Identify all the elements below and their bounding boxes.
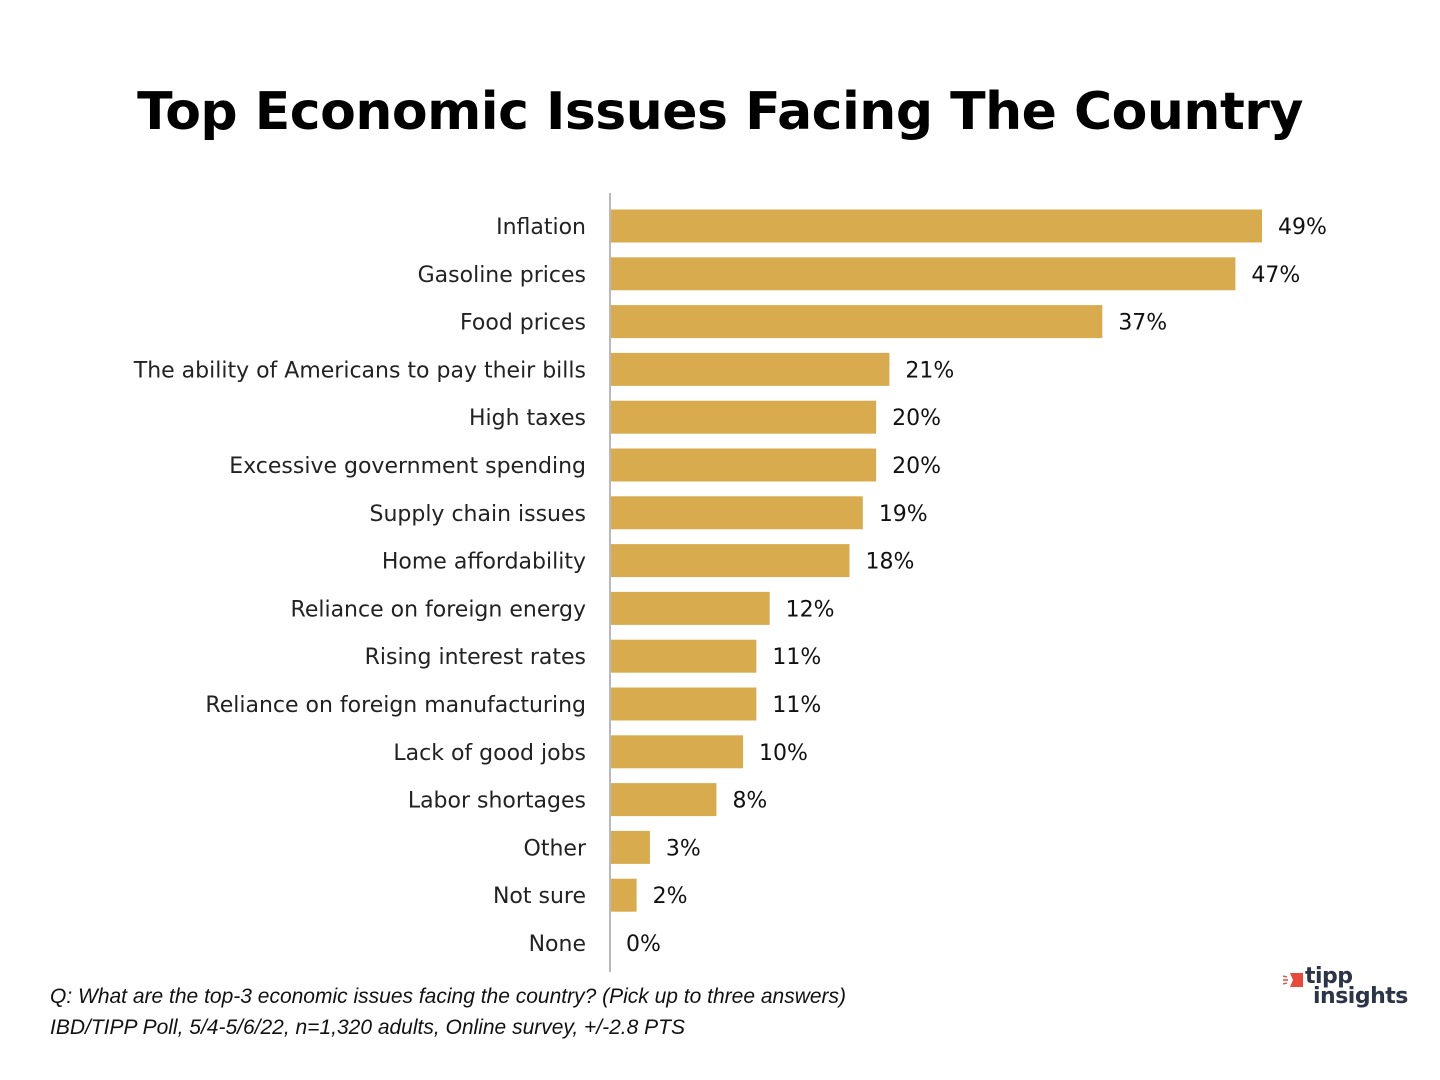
bar	[610, 639, 757, 673]
bar	[610, 209, 1262, 243]
category-label: Reliance on foreign manufacturing	[205, 693, 586, 718]
bar	[610, 735, 744, 769]
category-label: Labor shortages	[408, 789, 586, 814]
value-label: 21%	[905, 358, 954, 383]
bar	[610, 400, 877, 434]
logo-text-tipp: tipp	[1305, 964, 1353, 989]
tipp-insights-logo: tipp insights	[1283, 964, 1423, 1016]
category-label: Food prices	[460, 311, 586, 336]
category-label: Supply chain issues	[369, 502, 586, 527]
category-label: None	[529, 932, 586, 957]
category-label: Lack of good jobs	[393, 741, 586, 766]
bar	[610, 448, 877, 482]
bar	[610, 496, 863, 530]
value-label: 0%	[626, 932, 661, 957]
value-label: 20%	[892, 406, 941, 431]
category-label: Excessive government spending	[229, 454, 586, 479]
category-label: Inflation	[496, 215, 586, 240]
category-label: Not sure	[493, 884, 586, 909]
value-label: 2%	[653, 884, 688, 909]
source-footnote: IBD/TIPP Poll, 5/4-5/6/22, n=1,320 adult…	[50, 1016, 685, 1039]
value-label: 10%	[759, 741, 808, 766]
question-footnote: Q: What are the top-3 economic issues fa…	[50, 985, 847, 1008]
category-labels-group: Inflation Gasoline prices Food prices The a…	[133, 215, 587, 957]
bar	[610, 257, 1236, 291]
bar	[610, 783, 717, 817]
value-label: 11%	[772, 693, 821, 718]
bar	[610, 878, 637, 912]
logo-mark-icon	[1283, 973, 1303, 987]
category-label: Rising interest rates	[365, 645, 586, 670]
value-label: 47%	[1251, 263, 1300, 288]
category-label: Home affordability	[382, 550, 586, 575]
value-label: 19%	[879, 502, 928, 527]
bar	[610, 305, 1103, 339]
value-label: 12%	[786, 597, 835, 622]
category-label: The ability of Americans to pay their bi…	[133, 358, 586, 383]
bar	[610, 830, 650, 864]
value-label: 49%	[1278, 215, 1327, 240]
logo-text-insights: insights	[1313, 984, 1408, 1009]
value-label: 8%	[732, 789, 767, 814]
value-labels-group: 49% 47% 37% 21% 20% 20% 19% 18% 12% 11% 11% 10% 8% 3%…	[626, 215, 1327, 957]
category-label: High taxes	[469, 406, 586, 431]
bar	[610, 687, 757, 721]
chart-title: Top Economic Issues Facing The Country	[137, 82, 1303, 142]
category-label: Reliance on foreign energy	[291, 597, 586, 622]
bar	[610, 591, 770, 625]
category-label: Other	[524, 836, 587, 861]
category-label: Gasoline prices	[418, 263, 586, 288]
bars-group	[610, 209, 1262, 912]
value-label: 18%	[866, 550, 915, 575]
value-label: 3%	[666, 836, 701, 861]
value-label: 20%	[892, 454, 941, 479]
value-label: 37%	[1118, 311, 1167, 336]
bar	[610, 544, 850, 578]
value-label: 11%	[772, 645, 821, 670]
bar	[610, 352, 890, 386]
